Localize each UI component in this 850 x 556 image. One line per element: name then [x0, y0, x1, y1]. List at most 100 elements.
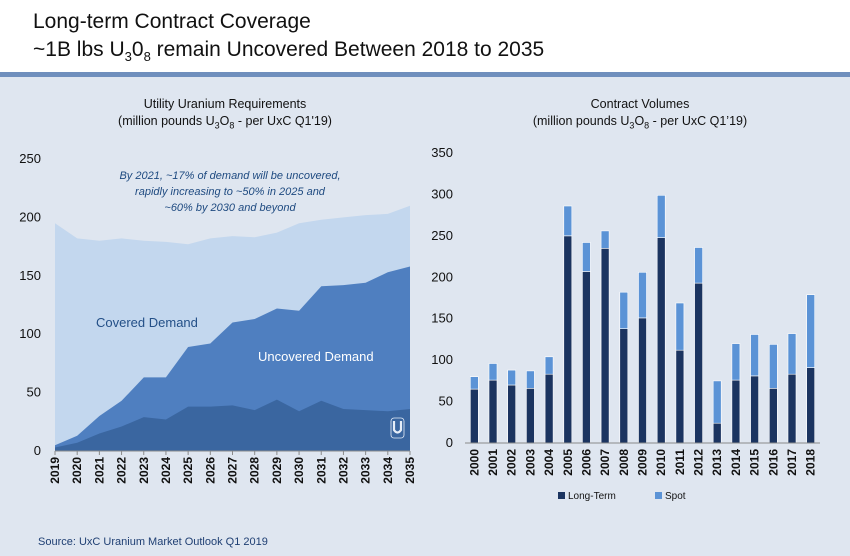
header-band: Long-term Contract Coverage ~1B lbs U308… — [0, 0, 850, 72]
x-tick-label: 2006 — [579, 449, 593, 476]
x-tick-label: 2015 — [748, 449, 762, 476]
y-tick-label: 300 — [431, 186, 453, 201]
bar-long-term — [750, 375, 759, 444]
bar-long-term — [507, 384, 516, 444]
bar-long-term — [582, 271, 591, 444]
y-tick-label: 150 — [431, 311, 453, 326]
x-tick-label: 2022 — [115, 457, 129, 484]
page-subtitle: ~1B lbs U308 remain Uncovered Between 20… — [33, 38, 545, 65]
bar-long-term — [694, 282, 703, 444]
x-tick-label: 2007 — [598, 449, 612, 476]
x-tick-label: 2010 — [654, 449, 668, 476]
x-tick-label: 2017 — [785, 449, 799, 476]
bar-spot — [488, 363, 498, 381]
x-tick-label: 2011 — [673, 449, 687, 475]
x-tick-label: 2013 — [710, 449, 724, 476]
bar-spot — [694, 247, 703, 284]
x-tick-label: 2005 — [561, 449, 575, 476]
x-tick-label: 2032 — [336, 457, 350, 484]
y-tick-label: 200 — [19, 209, 41, 224]
x-tick-label: 2014 — [729, 449, 743, 476]
y-tick-label: 350 — [431, 145, 453, 160]
uncovered-annotation: By 2021, ~17% of demand will be uncovere… — [119, 170, 341, 214]
contract-volumes-bar-chart: 0 50 100 150 200 250 300 350 2000 2001 2002 2003 200… — [431, 145, 820, 502]
bar-spot — [656, 194, 666, 238]
legend-swatch-long-term — [558, 492, 565, 499]
source-note: Source: UxC Uranium Market Outlook Q1 20… — [38, 536, 268, 548]
x-tick-label: 2028 — [248, 457, 262, 484]
u-logo-mark — [392, 421, 403, 434]
bar-long-term — [638, 317, 647, 444]
x-tick-label: 2025 — [181, 457, 195, 484]
x-tick-label: 2031 — [314, 457, 328, 484]
bar-long-term — [731, 379, 741, 444]
legend-label-spot: Spot — [665, 491, 686, 502]
bar-long-term — [787, 373, 797, 444]
x-tick-label: 2002 — [505, 449, 519, 476]
bar-long-term — [488, 379, 498, 444]
x-tick-label: 2023 — [137, 457, 151, 484]
bar-spot — [750, 334, 759, 377]
x-tick-label: 2019 — [48, 457, 62, 484]
bar-spot — [806, 294, 816, 368]
bar-spot — [469, 376, 479, 390]
x-tick-label: 2026 — [203, 457, 217, 484]
x-tick-label: 2003 — [523, 449, 537, 476]
bar-long-term — [563, 235, 573, 444]
bar-long-term — [712, 422, 722, 444]
bar-spot — [600, 230, 610, 249]
bar-spot — [712, 380, 722, 424]
x-tick-label: 2035 — [403, 457, 417, 484]
x-tick-label: 2000 — [467, 449, 481, 476]
right-chart-title: Contract Volumes (million pounds U3O8 - … — [532, 97, 748, 131]
bar-long-term — [600, 248, 610, 444]
bar-long-term — [806, 367, 816, 444]
bar-spot — [544, 356, 554, 375]
u-logo-frame — [390, 417, 405, 439]
y-tick-label: 150 — [19, 268, 41, 283]
bar-long-term — [768, 388, 778, 444]
bar-spot — [768, 344, 778, 389]
bar-long-term — [675, 349, 685, 444]
bar-spot — [507, 369, 516, 386]
bar-long-term — [656, 237, 666, 444]
bar-spot — [563, 205, 573, 237]
page-title: Long-term Contract Coverage — [33, 10, 311, 33]
x-tick-label: 2018 — [804, 449, 818, 476]
bar-spot — [787, 333, 797, 375]
bar-long-term — [619, 328, 629, 444]
header-rule — [0, 72, 850, 77]
x-tick-label: 2027 — [226, 457, 240, 484]
y-tick-label: 50 — [27, 385, 41, 400]
x-tick-label: 2033 — [359, 457, 373, 484]
x-tick-label: 2020 — [70, 457, 84, 484]
x-tick-label: 2004 — [542, 449, 556, 476]
x-tick-label: 2024 — [159, 457, 173, 484]
uncovered-demand-label: Uncovered Demand — [258, 349, 374, 364]
bar-spot — [675, 302, 685, 351]
x-tick-label: 2016 — [766, 449, 780, 476]
legend-label-long-term: Long-Term — [568, 491, 616, 502]
x-tick-label: 2029 — [270, 457, 284, 484]
bar-long-term — [469, 388, 479, 444]
covered-demand-label: Covered Demand — [96, 315, 198, 330]
bar-long-term — [544, 373, 554, 444]
x-tick-label: 2012 — [692, 449, 706, 476]
x-tick-label: 2008 — [617, 449, 631, 476]
x-tick-label: 2001 — [486, 449, 500, 476]
y-tick-label: 200 — [431, 269, 453, 284]
bar-spot — [731, 343, 741, 381]
bar-spot — [638, 272, 647, 319]
area-bottom-band — [55, 399, 410, 451]
y-tick-label: 100 — [19, 326, 41, 341]
bar-spot — [526, 370, 535, 389]
bar-spot — [619, 291, 629, 329]
y-tick-label: 250 — [19, 151, 41, 166]
y-tick-label: 50 — [439, 394, 453, 409]
y-tick-label: 100 — [431, 352, 453, 367]
x-tick-label: 2021 — [92, 457, 106, 484]
y-tick-label: 0 — [446, 435, 453, 450]
x-tick-label: 2034 — [381, 457, 395, 484]
x-tick-label: 2030 — [292, 457, 306, 484]
x-tick-label: 2009 — [636, 449, 650, 476]
